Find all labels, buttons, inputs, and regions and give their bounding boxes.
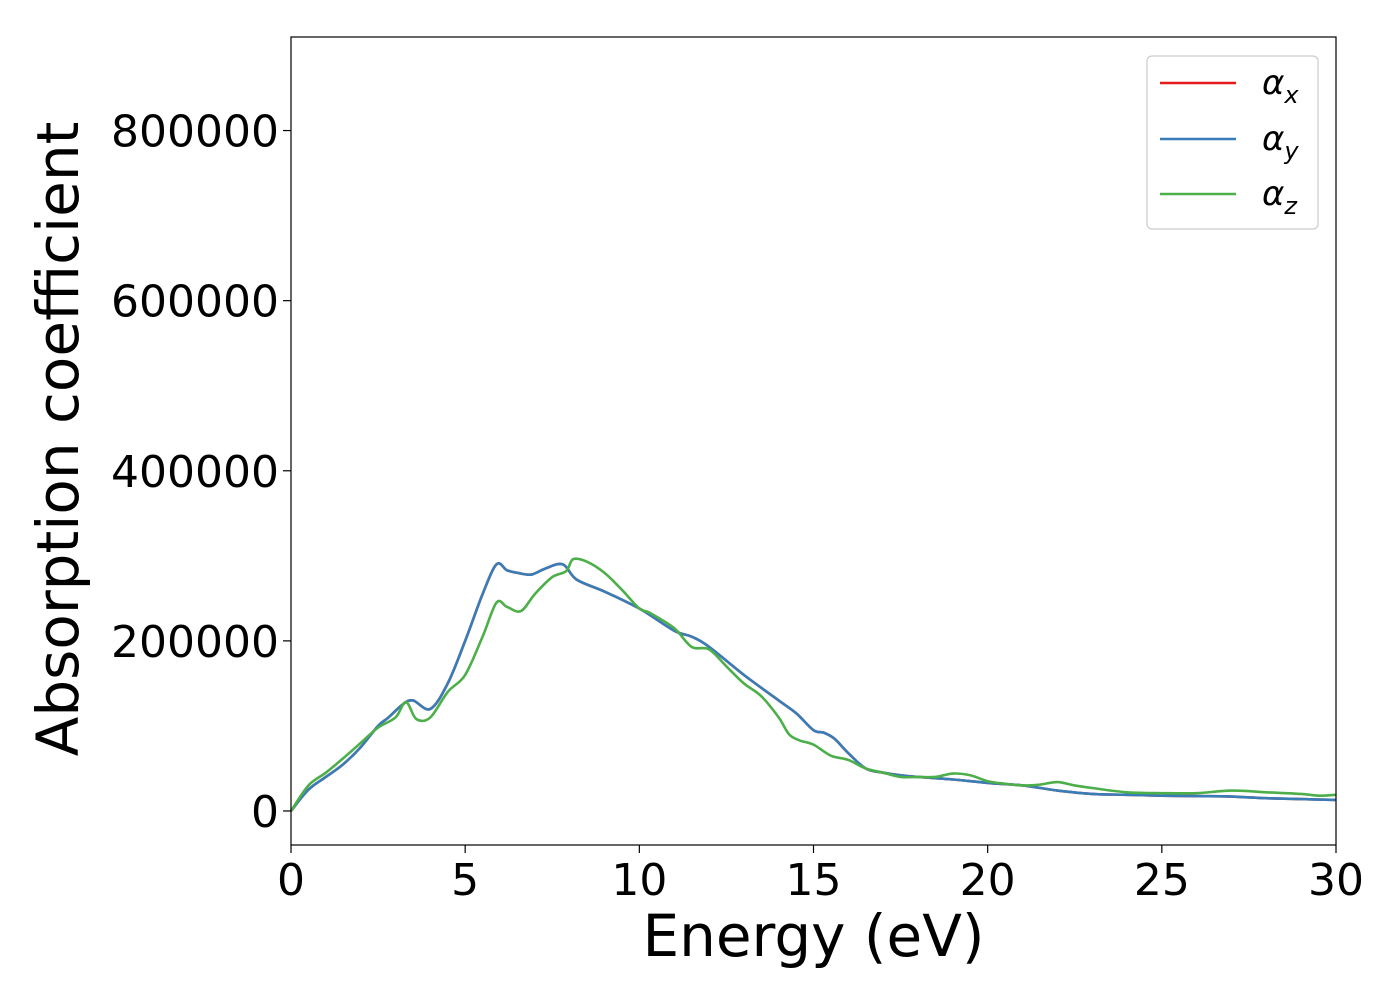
legend-item-alpha-x: αx: [1160, 63, 1299, 109]
x-tick-label: 25: [1134, 855, 1190, 906]
y-tick-label: 600000: [111, 277, 279, 328]
legend-item-alpha-y: αy: [1160, 119, 1299, 165]
x-tick-label: 15: [786, 855, 842, 906]
x-tick-label: 10: [611, 855, 667, 906]
y-axis-title: Absorption coefficient: [24, 122, 92, 757]
series-line-alpha-z: [289, 557, 1337, 812]
y-tick-label: 800000: [111, 107, 279, 158]
y-tick-label: 200000: [111, 617, 279, 668]
x-tick-label: 20: [960, 855, 1016, 906]
y-tick-label: 0: [251, 787, 279, 838]
x-axis-title: Energy (eV): [642, 902, 984, 970]
x-axis-ticks: 0 5 10 15 20 25 30: [277, 845, 1364, 906]
legend-box: [1146, 55, 1319, 230]
legend-label: αx: [1262, 63, 1299, 109]
x-tick-label: 5: [451, 855, 479, 906]
legend-items: αx αy αz: [1160, 63, 1299, 220]
x-tick-label: 30: [1308, 855, 1364, 906]
series-line-alpha-y: [289, 562, 1337, 812]
y-tick-label: 400000: [111, 447, 279, 498]
series-layer: [289, 557, 1337, 812]
legend: αx αy αz: [1146, 55, 1319, 230]
legend-label: αy: [1262, 119, 1299, 165]
legend-item-alpha-z: αz: [1160, 174, 1298, 220]
y-axis-ticks: 0 200000 400000 600000 800000: [111, 107, 291, 838]
legend-label: αz: [1262, 174, 1298, 220]
x-tick-label: 0: [277, 855, 305, 906]
